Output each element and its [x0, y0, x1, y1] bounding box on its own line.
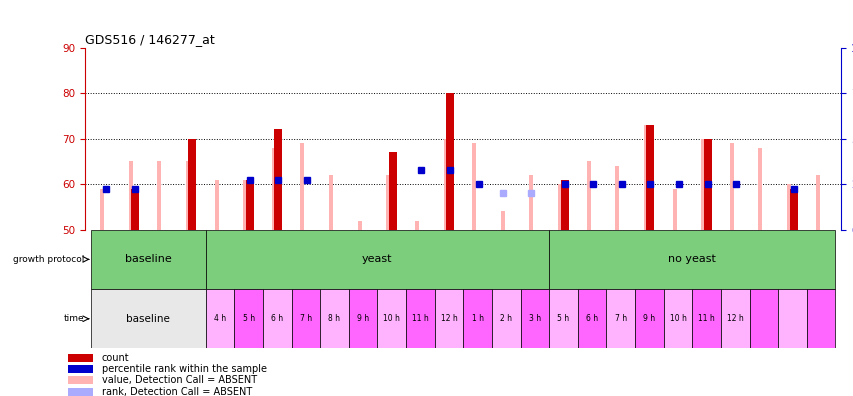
Bar [186, 161, 189, 230]
Text: growth protocol: growth protocol [14, 255, 84, 264]
Bar [91, 289, 206, 348]
Bar [271, 148, 276, 230]
Bar [577, 289, 606, 348]
Bar [491, 289, 520, 348]
Bar [749, 289, 777, 348]
Bar [529, 175, 533, 230]
Bar [815, 175, 819, 230]
Text: 1 h: 1 h [471, 314, 483, 323]
Bar [500, 211, 504, 230]
Text: 7 h: 7 h [299, 314, 311, 323]
Bar [445, 93, 454, 230]
Text: 9 h: 9 h [642, 314, 654, 323]
Text: 7 h: 7 h [614, 314, 626, 323]
Bar [462, 289, 491, 348]
Bar [663, 289, 692, 348]
Text: 9 h: 9 h [357, 314, 368, 323]
Bar [348, 289, 377, 348]
Bar [806, 289, 834, 348]
Bar [263, 289, 291, 348]
Bar [67, 388, 93, 396]
Text: baseline: baseline [125, 254, 171, 265]
Bar [91, 230, 206, 289]
Bar [234, 289, 263, 348]
Bar [415, 221, 419, 230]
Bar [189, 139, 196, 230]
Bar [557, 184, 561, 230]
Bar [548, 230, 834, 289]
Text: 10 h: 10 h [383, 314, 400, 323]
Bar [214, 179, 218, 230]
Bar [615, 166, 618, 230]
Text: 5 h: 5 h [242, 314, 254, 323]
Text: 6 h: 6 h [585, 314, 597, 323]
Bar [520, 289, 548, 348]
Text: rank, Detection Call = ABSENT: rank, Detection Call = ABSENT [102, 386, 252, 396]
Bar [131, 188, 139, 230]
Text: 10 h: 10 h [669, 314, 686, 323]
Bar [434, 289, 462, 348]
Bar [328, 175, 333, 230]
Bar [703, 139, 711, 230]
Bar [643, 125, 647, 230]
Text: 3 h: 3 h [528, 314, 540, 323]
Bar [67, 354, 93, 362]
Bar [777, 289, 806, 348]
Text: 5 h: 5 h [557, 314, 569, 323]
Bar [206, 289, 234, 348]
Bar [700, 139, 705, 230]
Bar [606, 289, 635, 348]
Bar [246, 179, 253, 230]
Bar [646, 125, 653, 230]
Text: 11 h: 11 h [698, 314, 714, 323]
Bar [672, 188, 676, 230]
Bar [388, 152, 397, 230]
Bar [789, 188, 797, 230]
Bar [586, 161, 590, 230]
Bar [786, 184, 790, 230]
Bar [720, 289, 749, 348]
Bar [129, 161, 132, 230]
Bar [377, 289, 405, 348]
Text: no yeast: no yeast [668, 254, 716, 265]
Bar [274, 129, 282, 230]
Text: 12 h: 12 h [440, 314, 457, 323]
Bar [291, 289, 320, 348]
Text: value, Detection Call = ABSENT: value, Detection Call = ABSENT [102, 375, 257, 385]
Text: 8 h: 8 h [328, 314, 340, 323]
Bar [386, 175, 390, 230]
Text: time: time [64, 314, 84, 323]
Text: yeast: yeast [362, 254, 392, 265]
Bar [560, 179, 568, 230]
Bar [757, 148, 762, 230]
Bar [443, 139, 447, 230]
Bar [206, 230, 548, 289]
Text: 4 h: 4 h [213, 314, 226, 323]
Bar [548, 289, 577, 348]
Text: 6 h: 6 h [271, 314, 283, 323]
Bar [320, 289, 348, 348]
Text: 12 h: 12 h [726, 314, 743, 323]
Text: 2 h: 2 h [500, 314, 512, 323]
Bar [157, 161, 161, 230]
Bar [357, 221, 361, 230]
Text: baseline: baseline [126, 314, 170, 324]
Bar [300, 143, 304, 230]
Bar [729, 143, 733, 230]
Bar [472, 143, 476, 230]
Text: percentile rank within the sample: percentile rank within the sample [102, 364, 266, 374]
Text: 11 h: 11 h [411, 314, 428, 323]
Bar [67, 365, 93, 373]
Bar [635, 289, 663, 348]
Bar [405, 289, 434, 348]
Text: count: count [102, 353, 129, 363]
Bar [100, 188, 104, 230]
Bar [692, 289, 720, 348]
Text: GDS516 / 146277_at: GDS516 / 146277_at [85, 33, 215, 46]
Bar [243, 179, 247, 230]
Bar [67, 376, 93, 384]
